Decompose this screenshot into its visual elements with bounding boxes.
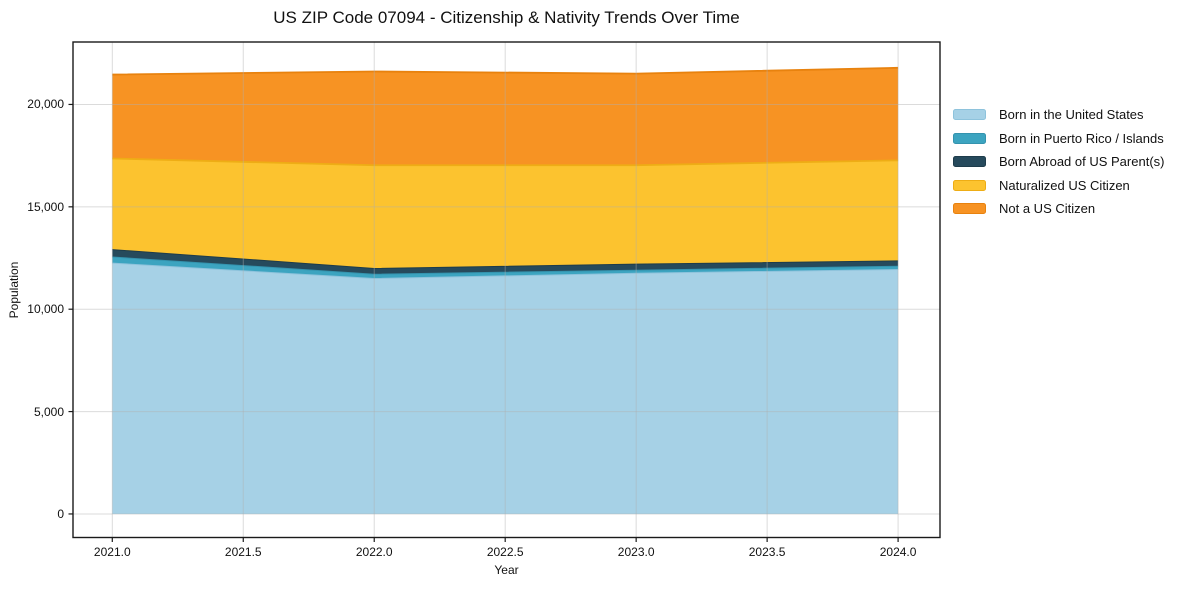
y-tick-label: 20,000 xyxy=(27,97,64,112)
x-tick-label: 2021.5 xyxy=(224,545,262,559)
x-tick-label: 2023.5 xyxy=(748,545,786,559)
legend-item-born-abroad-of-us-parent-s: Born Abroad of US Parent(s) xyxy=(953,150,1164,174)
legend-swatch-born-abroad-of-us-parent-s xyxy=(953,156,986,168)
y-axis-label: Population xyxy=(7,261,21,319)
y-tick-label: 15,000 xyxy=(27,199,64,214)
area-naturalized-us-citizen xyxy=(112,158,899,269)
area-edge xyxy=(112,66,899,76)
area-edge xyxy=(112,262,899,279)
y-tick-label: 10,000 xyxy=(27,302,64,317)
area-born-abroad-of-us-parent-s xyxy=(112,249,899,275)
legend-item-not-a-us-citizen: Not a US Citizen xyxy=(953,197,1164,221)
legend-item-born-in-puerto-rico-islands: Born in Puerto Rico / Islands xyxy=(953,127,1164,151)
legend-label: Naturalized US Citizen xyxy=(999,177,1130,193)
legend-label: Born in Puerto Rico / Islands xyxy=(999,130,1164,146)
area-born-in-the-united-states xyxy=(112,263,899,514)
y-tick-label: 0 xyxy=(57,506,64,521)
x-tick-label: 2022.5 xyxy=(486,545,524,559)
area-edge xyxy=(112,157,899,167)
legend-label: Not a US Citizen xyxy=(999,201,1096,217)
legend-swatch-not-a-us-citizen xyxy=(953,203,986,215)
x-tick-label: 2023.0 xyxy=(617,545,655,559)
legend-item-born-in-the-united-states: Born in the United States xyxy=(953,103,1164,127)
plot-border xyxy=(72,41,941,539)
x-tick-label: 2021.0 xyxy=(93,545,131,559)
y-tick-label: 5,000 xyxy=(33,404,64,419)
legend-swatch-born-in-puerto-rico-islands xyxy=(953,132,986,144)
legend: Born in the United States Born in Puerto … xyxy=(953,103,1164,221)
legend-label: Born in the United States xyxy=(999,107,1144,123)
legend-label: Born Abroad of US Parent(s) xyxy=(999,154,1165,170)
area-born-in-puerto-rico-islands xyxy=(112,256,899,279)
legend-swatch-naturalized-us-citizen xyxy=(953,179,986,191)
x-axis-label: Year xyxy=(494,563,519,577)
x-tick-label: 2022.0 xyxy=(355,545,393,559)
legend-swatch-born-in-the-united-states xyxy=(953,109,986,121)
chart-title: US ZIP Code 07094 - Citizenship & Nativi… xyxy=(273,8,740,27)
area-edge xyxy=(112,256,899,275)
area-edge xyxy=(112,249,899,269)
area-not-a-us-citizen xyxy=(112,67,899,166)
legend-item-naturalized-us-citizen: Naturalized US Citizen xyxy=(953,174,1164,198)
x-tick-label: 2024.0 xyxy=(879,545,917,559)
